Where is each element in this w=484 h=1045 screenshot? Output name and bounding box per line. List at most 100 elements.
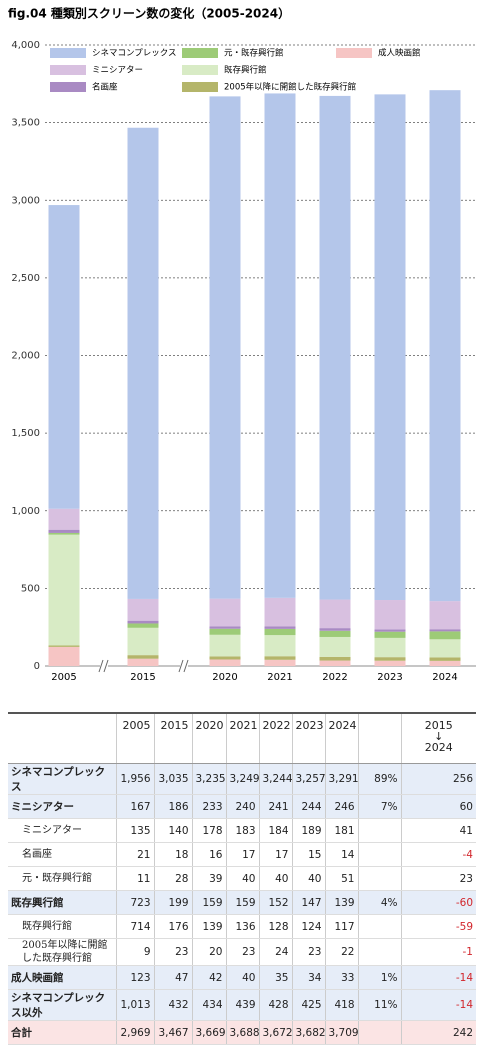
cell: 51 xyxy=(324,866,358,891)
cell: 40 xyxy=(258,866,292,891)
bar-segment xyxy=(374,94,406,601)
table-row: 2005年以降に開館した既存興行館 9 23 20 23 24 23 22 -1 xyxy=(8,938,476,966)
cell: 425 xyxy=(291,989,325,1021)
cell: 184 xyxy=(258,818,292,843)
bar-segment xyxy=(209,96,241,599)
bar-segment xyxy=(319,660,351,666)
cell xyxy=(357,1020,401,1045)
x-tick-label: 2022 xyxy=(322,672,347,683)
bar-segment xyxy=(429,639,461,658)
legend-swatch xyxy=(50,82,86,92)
axis-break xyxy=(180,658,188,674)
cell: 40 xyxy=(225,866,259,891)
cell: 3,244 xyxy=(258,763,293,795)
bar-segment xyxy=(374,657,406,661)
y-tick-label: 2,500 xyxy=(11,273,40,284)
x-tick-label: 2015 xyxy=(130,672,155,683)
bar-segment xyxy=(209,656,241,660)
cell: 128 xyxy=(258,914,292,939)
cell: 176 xyxy=(153,914,192,939)
cell: 39 xyxy=(191,866,226,891)
legend-label: 既存興行館 xyxy=(224,65,267,76)
row-label: ミニシアター xyxy=(8,818,116,843)
page: fig.04 種類別スクリーン数の変化（2005-2024） 0 500 1,000… xyxy=(8,5,476,1045)
legend-label: シネマコンプレックス xyxy=(92,49,177,59)
cell: -14 xyxy=(400,989,476,1021)
row-label: 名画座 xyxy=(8,842,116,867)
bar-segment xyxy=(127,598,159,621)
cell: 11% xyxy=(357,989,401,1021)
bar-segment xyxy=(374,631,406,638)
chart-title: fig.04 種類別スクリーン数の変化（2005-2024） xyxy=(8,6,290,21)
legend-label: 名画座 xyxy=(92,82,118,93)
bar-segment xyxy=(264,93,296,598)
bar-segment xyxy=(127,658,159,666)
cell: 21 xyxy=(115,842,154,867)
x-tick-label: 2024 xyxy=(432,672,457,683)
axis-break-mark xyxy=(178,659,184,673)
bar-segment xyxy=(319,599,351,629)
cell: 40 xyxy=(291,866,325,891)
bar-segment xyxy=(264,635,296,657)
bar-segment xyxy=(264,656,296,660)
cell: 186 xyxy=(153,794,192,819)
cell: 199 xyxy=(153,890,192,915)
cell: 117 xyxy=(324,914,358,939)
cell: 246 xyxy=(324,794,358,819)
bar-segment xyxy=(429,629,461,632)
bar-segment xyxy=(319,656,351,661)
legend-label: 元・既存興行館 xyxy=(224,48,284,59)
cell: 434 xyxy=(191,989,226,1021)
bar-segment xyxy=(264,626,296,629)
y-tick-label: 2,000 xyxy=(11,351,40,362)
cell: 723 xyxy=(115,890,154,915)
cell: 14 xyxy=(324,842,358,867)
y-tick-label: 3,000 xyxy=(11,195,40,206)
legend-swatch xyxy=(50,65,86,75)
cell: 7% xyxy=(357,794,401,819)
cell: 140 xyxy=(153,818,192,843)
cell: 3,257 xyxy=(291,763,326,795)
cell: 47 xyxy=(153,965,192,990)
bar-segment xyxy=(48,529,80,533)
data-table: 2005 2015 2020 2021 2022 2023 2024 2015 ↓ 2024 シネマ… xyxy=(8,712,476,1045)
bar-segment xyxy=(429,660,461,666)
cell: 3,682 xyxy=(291,1020,326,1045)
cell: 9 xyxy=(115,938,154,966)
table-row: ミニシアター 135 140 178 183 184 189 181 41 xyxy=(8,818,476,843)
row-label: 2005年以降に開館した既存興行館 xyxy=(8,938,116,966)
bar-segment xyxy=(429,90,461,602)
cell: 256 xyxy=(400,763,476,795)
header-year: 2022 xyxy=(258,712,292,764)
y-tick-label: 3,500 xyxy=(11,118,40,129)
cell: 16 xyxy=(191,842,226,867)
header-year: 2021 xyxy=(225,712,259,764)
row-label: シネマコンプレックス以外 xyxy=(8,989,116,1021)
cell: 24 xyxy=(258,938,292,966)
header-cell xyxy=(8,712,116,764)
bar-segment xyxy=(319,628,351,631)
cell: 3,669 xyxy=(191,1020,226,1045)
cell: 3,672 xyxy=(258,1020,293,1045)
cell xyxy=(357,914,401,939)
table-row: 既存興行館 723 199 159 159 152 147 139 4% -60 xyxy=(8,890,476,915)
cell: 124 xyxy=(291,914,325,939)
bar-segment xyxy=(374,637,406,658)
cell: 18 xyxy=(153,842,192,867)
header-year: 2005 xyxy=(115,712,154,764)
arrow: ↓ xyxy=(434,730,444,743)
table-row: 合計 2,969 3,467 3,669 3,688 3,672 3,682 3,709 242 xyxy=(8,1020,476,1045)
bar-segment xyxy=(209,626,241,629)
legend-swatch xyxy=(182,65,218,75)
y-tick-label: 500 xyxy=(21,583,40,594)
cell xyxy=(357,866,401,891)
chart: fig.04 種類別スクリーン数の変化（2005-2024） 0 500 1,000… xyxy=(8,6,476,683)
row-label: 既存興行館 xyxy=(8,890,116,915)
cell: 242 xyxy=(400,1020,476,1045)
cell: -60 xyxy=(400,890,476,915)
bar-segment xyxy=(48,508,80,530)
cell: 139 xyxy=(191,914,226,939)
cell: 23 xyxy=(225,938,259,966)
cell: -59 xyxy=(400,914,476,939)
table-row: ミニシアター 167 186 233 240 241 244 246 7% 60 xyxy=(8,794,476,819)
